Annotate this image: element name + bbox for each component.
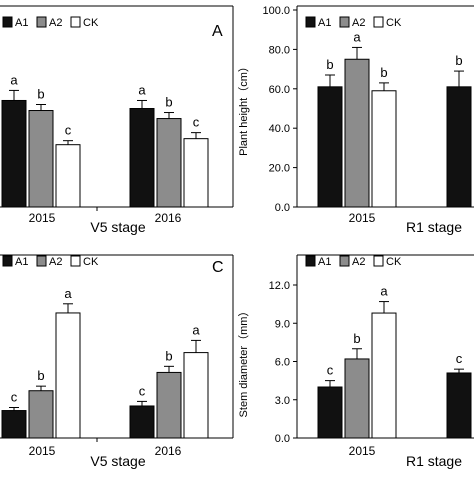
bar-A1-2015 — [1, 410, 27, 439]
legend-swatch-A2 — [36, 16, 47, 28]
legend-swatch-CK — [70, 16, 81, 28]
legend-label-A2: A2 — [49, 17, 62, 29]
legend-label-A1: A1 — [318, 17, 331, 29]
y-tick-label: 3.0 — [275, 395, 290, 407]
y-axis-label: Plant height（cm） — [237, 61, 250, 156]
x-axis-label: V5 stage — [90, 219, 145, 235]
category-label-2016: 2016 — [155, 211, 182, 225]
significance-letter: b — [326, 57, 333, 72]
legend-label-A2: A2 — [49, 256, 62, 268]
significance-letter: b — [380, 65, 387, 80]
bar-CK-2015 — [55, 144, 81, 208]
panel-tag: C — [212, 259, 224, 276]
legend-swatch-CK — [373, 255, 384, 267]
y-tick-label: 9.0 — [275, 318, 290, 330]
bar-CK-2016 — [183, 352, 209, 439]
significance-letter: b — [353, 331, 360, 346]
legend-label-CK: CK — [386, 256, 402, 268]
bar-A2-2015 — [28, 390, 54, 439]
bar-A1-2016 — [129, 108, 155, 208]
significance-letter: c — [327, 363, 334, 378]
y-tick-label: 80.0 — [269, 44, 290, 56]
y-tick-label: 0.0 — [275, 202, 290, 214]
legend-label-CK: CK — [386, 17, 402, 29]
significance-letter: c — [193, 115, 200, 130]
legend-swatch-CK — [373, 16, 384, 28]
y-tick-label: 40.0 — [269, 123, 290, 135]
legend-label-A1: A1 — [318, 256, 331, 268]
significance-letter: c — [65, 123, 72, 138]
significance-letter: a — [380, 284, 388, 299]
bar-A2-2016 — [156, 118, 182, 208]
significance-letter: b — [165, 348, 172, 363]
significance-letter: a — [192, 322, 200, 337]
x-axis-label: V5 stage — [90, 453, 145, 469]
bar-A2-2015 — [344, 58, 370, 208]
bar-A1-2015 — [317, 386, 343, 439]
legend-label-A2: A2 — [352, 17, 365, 29]
legend-label-A1: A1 — [15, 256, 28, 268]
legend-swatch-A1 — [2, 16, 13, 28]
legend-label-A2: A2 — [352, 256, 365, 268]
category-label-2015: 2015 — [349, 444, 376, 458]
bar-A2-2015 — [28, 110, 54, 208]
y-tick-label: 12.0 — [269, 280, 290, 292]
y-tick-label: 20.0 — [269, 163, 290, 175]
y-tick-label: 0.0 — [275, 433, 290, 445]
bar-A1-2015 — [317, 86, 343, 208]
significance-letter: a — [138, 82, 146, 97]
legend-swatch-A1 — [2, 255, 13, 267]
legend-label-A1: A1 — [15, 17, 28, 29]
significance-letter: a — [64, 286, 72, 301]
legend-label-CK: CK — [83, 256, 99, 268]
significance-letter: a — [10, 72, 18, 87]
y-tick-label: 6.0 — [275, 357, 290, 369]
y-axis-label: Stem diameter（mm） — [237, 306, 250, 418]
panel-tag: A — [212, 23, 223, 40]
legend-swatch-A1 — [305, 16, 316, 28]
bar-A1-2016 — [446, 372, 472, 439]
legend-swatch-A2 — [339, 16, 350, 28]
significance-letter: a — [353, 29, 361, 44]
significance-letter: c — [139, 383, 146, 398]
y-tick-label: 60.0 — [269, 84, 290, 96]
bar-CK-2016 — [183, 138, 209, 208]
x-axis-label: R1 stage — [406, 219, 462, 235]
legend-swatch-CK — [70, 255, 81, 267]
bar-A1-2016 — [129, 405, 155, 439]
category-label-2016: 2016 — [155, 444, 182, 458]
bar-A2-2015 — [344, 358, 370, 439]
significance-letter: b — [165, 95, 172, 110]
category-label-2015: 2015 — [29, 444, 56, 458]
bar-A1-2015 — [1, 99, 27, 208]
significance-letter: b — [455, 53, 462, 68]
bar-CK-2015 — [371, 312, 397, 439]
bar-A2-2016 — [156, 371, 182, 439]
bar-CK-2015 — [371, 90, 397, 208]
bar-A1-2016 — [446, 86, 472, 208]
legend-label-CK: CK — [83, 17, 99, 29]
bar-CK-2015 — [55, 312, 81, 439]
legend-swatch-A2 — [339, 255, 350, 267]
y-tick-label: 100.0 — [262, 5, 290, 17]
legend-swatch-A2 — [36, 255, 47, 267]
x-axis-label: R1 stage — [406, 453, 462, 469]
legend-swatch-A1 — [305, 255, 316, 267]
category-label-2015: 2015 — [349, 211, 376, 225]
significance-letter: c — [11, 390, 18, 405]
significance-letter: c — [456, 351, 463, 366]
significance-letter: b — [37, 86, 44, 101]
category-label-2015: 2015 — [29, 211, 56, 225]
significance-letter: b — [37, 368, 44, 383]
